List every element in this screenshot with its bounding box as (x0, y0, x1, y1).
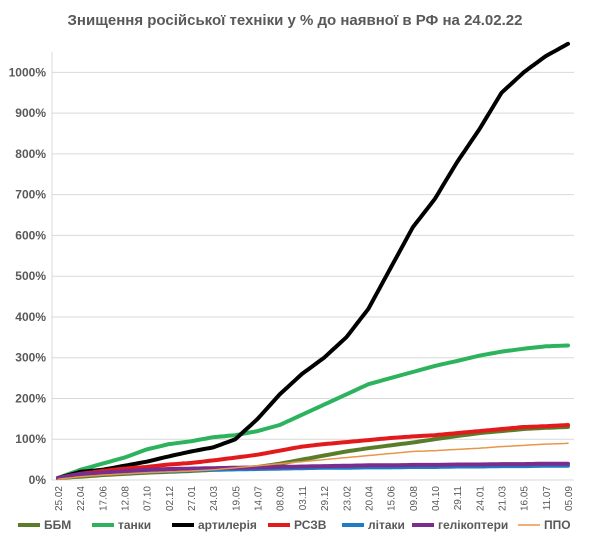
x-tick-label: 24.03 (209, 486, 220, 511)
y-tick-label: 400% (15, 310, 46, 324)
series-line (56, 423, 570, 480)
legend-label: РСЗВ (294, 518, 327, 532)
y-tick-label: 500% (15, 269, 46, 283)
x-axis-ticks: 25.02 22.04 17.06 12.08 07.10 02.12 27.01 24.03… (54, 486, 575, 511)
x-tick-label: 02.12 (165, 486, 176, 511)
x-tick-label: 29.11 (453, 486, 464, 511)
x-tick-label: 14.07 (254, 486, 265, 511)
y-tick-label: 1000% (9, 65, 47, 79)
chart-title: Знищення російської техніки у % до наявн… (67, 12, 523, 29)
x-tick-label: 04.10 (431, 486, 442, 511)
series-layer (56, 41, 570, 480)
x-tick-label: 22.04 (76, 486, 87, 511)
legend-label: артилерія (198, 518, 257, 532)
legend-label: ББМ (44, 518, 71, 532)
x-tick-label: 11.07 (542, 486, 553, 511)
y-tick-label: 700% (15, 188, 46, 202)
grid-layer (51, 52, 574, 481)
series-line (57, 442, 569, 480)
x-tick-label: 23.02 (342, 486, 353, 511)
series-line (56, 343, 570, 480)
x-tick-label: 09.08 (409, 486, 420, 511)
x-tick-label: 19.05 (231, 486, 242, 511)
legend-label: танки (118, 518, 151, 532)
x-tick-label: 03.11 (298, 486, 309, 511)
x-tick-label: 16.05 (520, 486, 531, 511)
y-tick-label: 300% (15, 351, 46, 365)
x-tick-label: 17.06 (98, 486, 109, 511)
series-line (56, 41, 570, 480)
x-tick-label: 07.10 (143, 486, 154, 511)
y-axis-ticks: 0% 100% 200% 300% 400% 500% 600% 700% 800% 900% 10… (9, 65, 47, 487)
y-tick-label: 0% (29, 473, 47, 487)
y-tick-label: 100% (15, 432, 46, 446)
legend: ББМ танки артилерія РСЗВ літаки гелікоптери ПП… (18, 518, 571, 532)
legend-label: гелікоптери (438, 518, 508, 532)
x-tick-label: 08.09 (276, 486, 287, 511)
y-tick-label: 900% (15, 106, 46, 120)
x-tick-label: 27.01 (187, 486, 198, 511)
x-tick-label: 20.04 (364, 486, 375, 511)
legend-label: літаки (368, 518, 405, 532)
y-tick-label: 800% (15, 147, 46, 161)
y-tick-label: 600% (15, 228, 46, 242)
series-line (56, 461, 570, 480)
legend-label: ППО (544, 518, 571, 532)
x-tick-label: 21.03 (497, 486, 508, 511)
x-tick-label: 15.06 (387, 486, 398, 511)
x-tick-label: 12.08 (121, 486, 132, 511)
x-tick-label: 24.01 (475, 486, 486, 511)
x-tick-label: 25.02 (54, 486, 65, 511)
y-tick-label: 200% (15, 391, 46, 405)
x-tick-label: 29.12 (320, 486, 331, 511)
x-tick-label: 05.09 (564, 486, 575, 511)
